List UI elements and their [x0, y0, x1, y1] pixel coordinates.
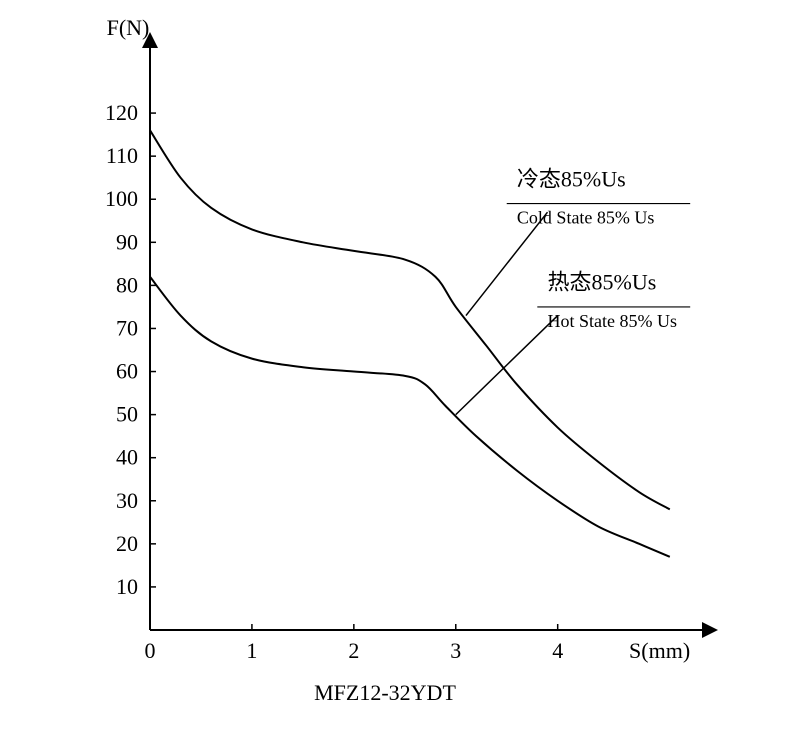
- y-tick-label: 90: [116, 229, 138, 254]
- x-tick-label: 2: [348, 638, 359, 663]
- y-tick-label: 100: [105, 186, 138, 211]
- x-tick-label: 3: [450, 638, 461, 663]
- y-tick-label: 70: [116, 315, 138, 340]
- y-tick-label: 30: [116, 488, 138, 513]
- y-tick-label: 110: [106, 143, 138, 168]
- chart-container: 10 20 30 40 50 60 70 80 90 100 110 120 0 1 2 3 4 F(N) S(mm…: [0, 0, 800, 734]
- y-tick-label: 50: [116, 402, 138, 427]
- x-axis-label: S(mm): [629, 638, 690, 663]
- y-tick-label: 60: [116, 359, 138, 384]
- y-axis-label: F(N): [107, 15, 150, 40]
- x-tick-label: 4: [552, 638, 563, 663]
- force-displacement-chart: 10 20 30 40 50 60 70 80 90 100 110 120 0 1 2 3 4 F(N) S(mm…: [0, 0, 800, 734]
- y-tick-label: 40: [116, 445, 138, 470]
- y-tick-label: 10: [116, 574, 138, 599]
- y-tick-label: 20: [116, 531, 138, 556]
- y-tick-label: 120: [105, 100, 138, 125]
- cold-label-en: Cold State 85% Us: [517, 208, 655, 228]
- hot-label-en: Hot State 85% Us: [548, 311, 678, 331]
- x-tick-label: 0: [145, 638, 156, 663]
- cold-label-cn: 冷态85%Us: [517, 166, 626, 191]
- hot-leader-line: [456, 316, 558, 415]
- hot-label-cn: 热态85%Us: [548, 270, 657, 295]
- cold-leader-line: [466, 212, 548, 315]
- y-tick-label: 80: [116, 272, 138, 297]
- x-tick-label: 1: [246, 638, 257, 663]
- chart-title: MFZ12-32YDT: [314, 680, 456, 705]
